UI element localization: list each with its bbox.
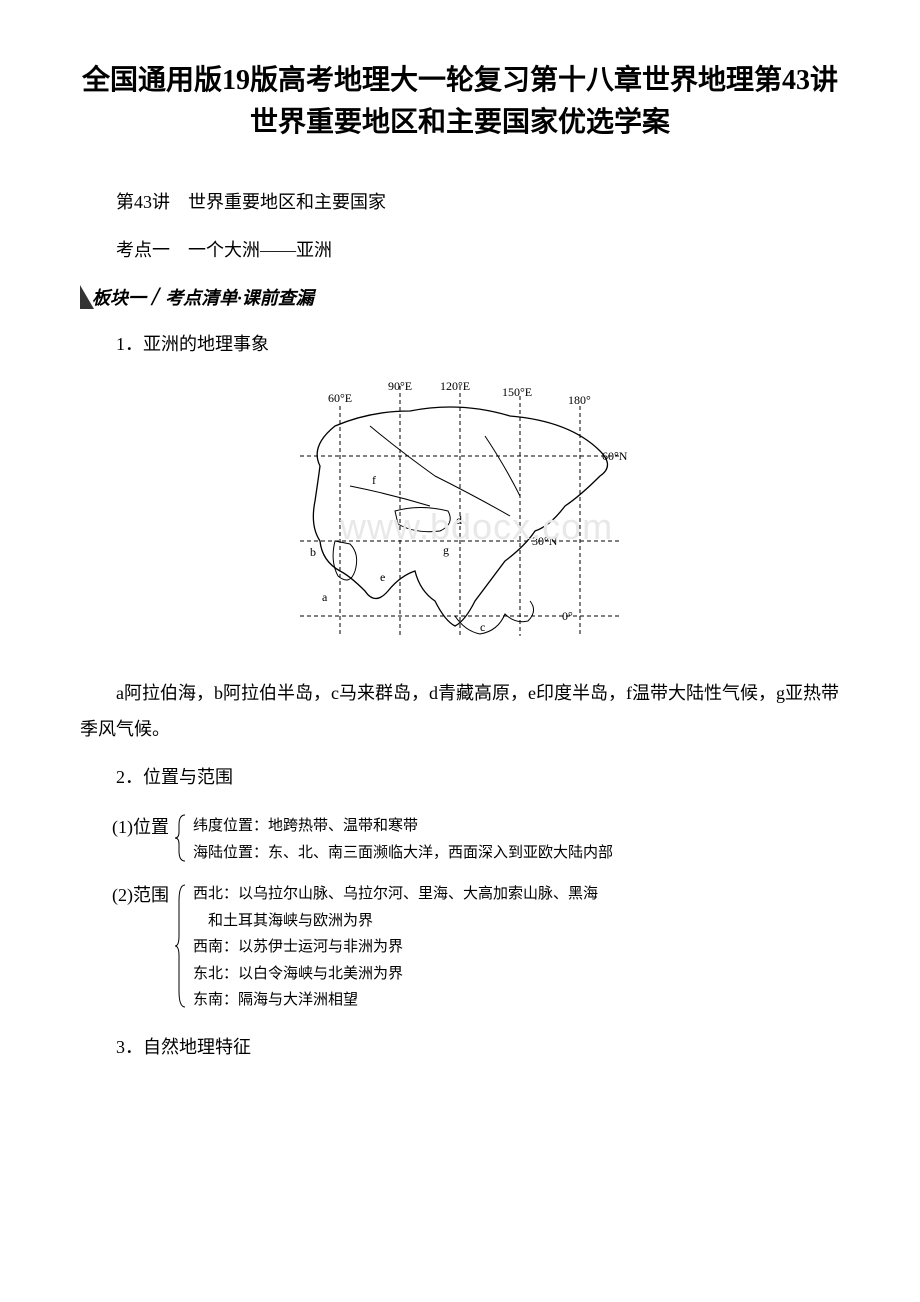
curly-bracket-icon [173,881,187,1011]
range-prefix: (2)范围 [112,881,169,907]
banner-right-label: 考点清单·课前查漏 [165,284,314,310]
asia-map: 60°E 90°E 120°E 150°E 180° 60°N 30°N 0° … [80,376,840,661]
banner-left-label: 板块一 [92,284,146,310]
position-line-2: 海陆位置：东、北、南三面濒临大洋，西面深入到亚欧大陆内部 [193,842,613,865]
map-lon-180: 180° [568,393,591,407]
position-line-1: 纬度位置：地跨热带、温带和寒带 [193,815,613,838]
map-lat-0: 0° [562,609,573,623]
map-label-d: d [456,513,462,527]
kaodian-line: 考点一 一个大洲——亚洲 [80,232,840,268]
range-line-4: 东北：以白令海峡与北美洲为界 [193,963,598,986]
map-lon-150e: 150°E [502,385,532,399]
position-prefix: (1)位置 [112,813,169,839]
map-lon-90e: 90°E [388,379,412,393]
range-content: 西北：以乌拉尔山脉、乌拉尔河、里海、大高加索山脉、黑海 和土耳其海峡与欧洲为界 … [187,881,598,1011]
map-label-e: e [380,570,385,584]
map-label-g: g [443,543,449,557]
section-banner: 板块一 / 考点清单·课前查漏 [80,282,840,312]
range-line-5: 东南：隔海与大洋洲相望 [193,989,598,1012]
heading-1: 1．亚洲的地理事象 [80,326,840,362]
map-lon-60e: 60°E [328,391,352,405]
position-item: (1)位置 纬度位置：地跨热带、温带和寒带 海陆位置：东、北、南三面濒临大洋，西… [112,813,840,863]
map-label-b: b [310,545,316,559]
banner-divider-icon: / [152,282,159,312]
range-line-2: 和土耳其海峡与欧洲为界 [193,910,598,933]
range-item: (2)范围 西北：以乌拉尔山脉、乌拉尔河、里海、大高加索山脉、黑海 和土耳其海峡… [112,881,840,1011]
range-line-1: 西北：以乌拉尔山脉、乌拉尔河、里海、大高加索山脉、黑海 [193,883,598,906]
position-content: 纬度位置：地跨热带、温带和寒带 海陆位置：东、北、南三面濒临大洋，西面深入到亚欧… [187,813,613,863]
curly-bracket-icon [173,813,187,863]
map-label-f: f [372,473,376,487]
map-label-a: a [322,590,328,604]
asia-map-svg: 60°E 90°E 120°E 150°E 180° 60°N 30°N 0° … [280,376,640,656]
map-lat-60n: 60°N [602,449,628,463]
lecture-line: 第43讲 世界重要地区和主要国家 [80,184,840,220]
map-lon-120e: 120°E [440,379,470,393]
map-caption: a阿拉伯海，b阿拉伯半岛，c马来群岛，d青藏高原，e印度半岛，f温带大陆性气候，… [80,675,840,747]
range-line-3: 西南：以苏伊士运河与非洲为界 [193,936,598,959]
map-wrapper: www.bdocx.com 60°E 9 [80,376,840,661]
heading-2: 2．位置与范围 [80,759,840,795]
heading-3: 3．自然地理特征 [80,1029,840,1065]
map-label-c: c [480,620,485,634]
map-lat-30n: 30°N [532,534,558,548]
page-title: 全国通用版19版高考地理大一轮复习第十八章世界地理第43讲世界重要地区和主要国家… [80,60,840,144]
